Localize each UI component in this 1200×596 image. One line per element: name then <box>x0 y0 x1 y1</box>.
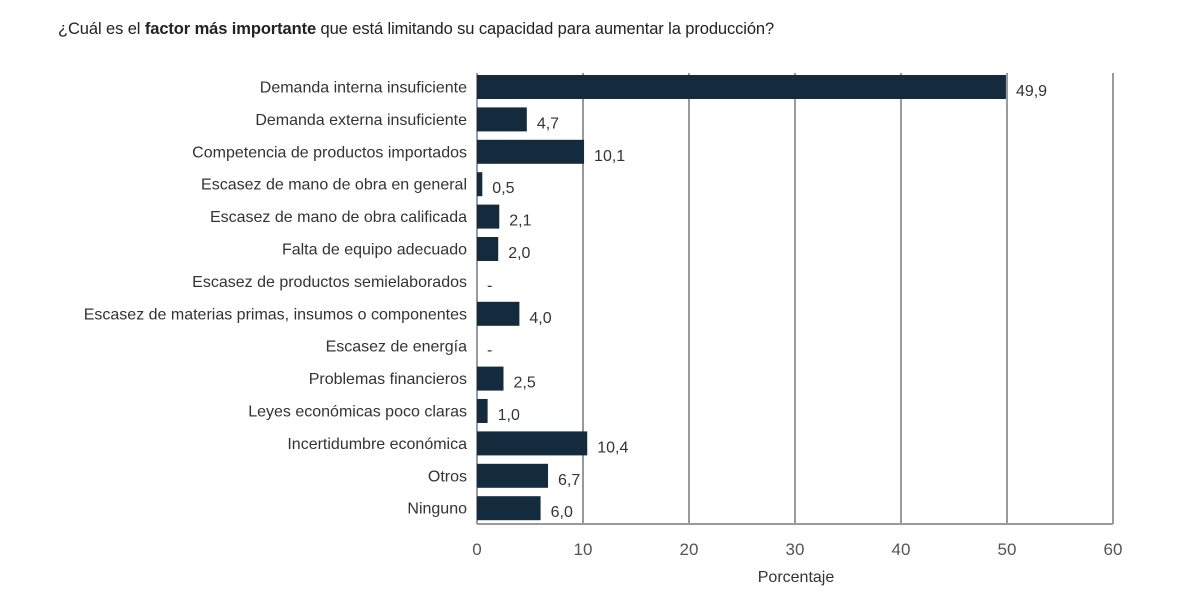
x-axis-label: Porcentaje <box>758 569 835 586</box>
x-tick-label: 10 <box>574 540 593 559</box>
bar <box>477 139 585 164</box>
x-tick-label: 40 <box>892 540 911 559</box>
category-label: Escasez de mano de obra en general <box>201 177 467 194</box>
category-label: Problemas financieros <box>309 371 467 388</box>
x-tick-labels: 0 10 20 30 40 50 60 <box>472 540 1122 559</box>
value-label: 6,0 <box>551 504 573 521</box>
bar <box>477 496 541 521</box>
category-label: Demanda interna insuficiente <box>260 80 467 97</box>
value-label: 4,7 <box>537 115 559 132</box>
category-label: Escasez de materias primas, insumos o co… <box>84 306 467 323</box>
category-labels: Demanda interna insuficiente Demanda exte… <box>84 80 467 518</box>
value-label: 0,5 <box>492 180 514 197</box>
bar <box>477 399 488 423</box>
value-label: 10,1 <box>594 148 625 165</box>
value-label: 4,0 <box>529 310 551 327</box>
bar <box>477 463 549 488</box>
bar <box>477 366 504 391</box>
category-label: Competencia de productos importados <box>192 144 467 161</box>
bar <box>477 237 499 261</box>
value-label: 2,0 <box>508 245 530 262</box>
category-label: Falta de equipo adecuado <box>282 242 467 259</box>
x-tick-label: 20 <box>680 540 699 559</box>
bar <box>477 431 588 456</box>
x-tick-label: 50 <box>998 540 1017 559</box>
category-label: Escasez de productos semielaborados <box>192 274 467 291</box>
value-label: - <box>487 277 492 294</box>
bar <box>477 301 520 326</box>
category-label: Leyes económicas poco claras <box>248 404 467 421</box>
bar <box>477 75 1006 99</box>
bar <box>477 172 483 197</box>
x-tick-label: 30 <box>786 540 805 559</box>
value-label: 2,5 <box>514 375 536 392</box>
title-suffix: que está limitando su capacidad para aum… <box>316 20 775 38</box>
category-label: Escasez de energía <box>326 339 468 356</box>
value-label: 1,0 <box>498 407 520 424</box>
value-labels: 49,94,710,10,52,12,0-4,0-2,51,010,46,76,… <box>487 83 1047 521</box>
value-label: 6,7 <box>558 472 580 489</box>
x-tick-label: 60 <box>1104 540 1123 559</box>
category-label: Incertidumbre económica <box>287 436 467 453</box>
category-label: Escasez de mano de obra calificada <box>210 209 467 226</box>
value-label: 10,4 <box>597 439 628 456</box>
bar <box>477 107 527 132</box>
value-label: 49,9 <box>1016 83 1047 100</box>
x-tick-label: 0 <box>472 540 481 559</box>
bar <box>477 204 500 229</box>
title-prefix: ¿Cuál es el <box>58 20 145 38</box>
value-label: - <box>487 342 492 359</box>
value-label: 2,1 <box>509 213 531 230</box>
bars <box>477 75 1006 521</box>
category-label: Otros <box>428 468 467 485</box>
chart-title: ¿Cuál es el factor más importante que es… <box>58 20 774 39</box>
title-bold: factor más importante <box>144 20 317 38</box>
category-label: Demanda externa insuficiente <box>255 112 467 129</box>
category-label: Ninguno <box>407 501 467 518</box>
